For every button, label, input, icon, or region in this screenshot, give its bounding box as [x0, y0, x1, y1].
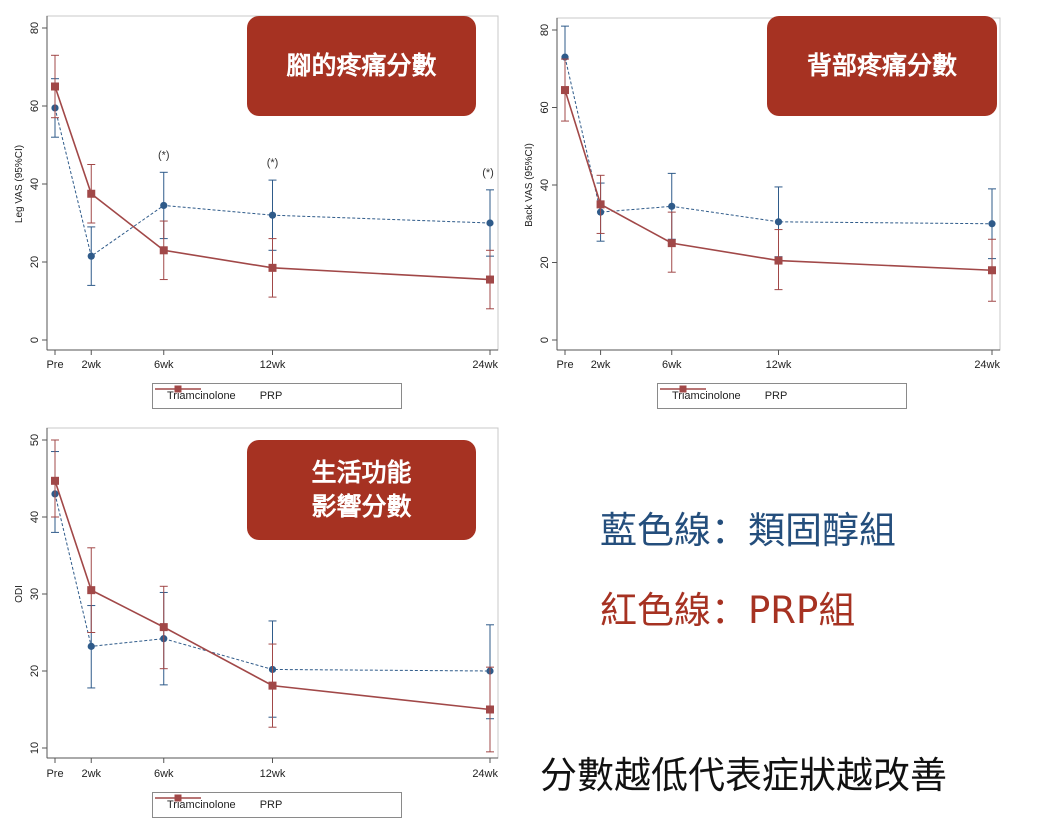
data-point-triamcinolone [774, 218, 783, 226]
legend-item-prp: PRP [155, 385, 283, 402]
chart-panel-back-vas: 0 20 40 60 80 Back VAS (95%CI) Pre 2wk 6wk 12wk 24… [505, 0, 1005, 420]
legend-label-prp: PRP [259, 390, 283, 402]
x-tick-label: Pre [556, 359, 573, 371]
y-tick-label: 10 [29, 742, 41, 754]
y-tick-label: 20 [29, 256, 41, 268]
legend-label-prp: PRP [764, 390, 788, 402]
data-point-prp [87, 189, 96, 198]
x-tick-label: 2wk [591, 359, 611, 371]
chart-badge-odi: 生活功能 影響分數 [247, 440, 476, 540]
legend: Triamcinolone PRP [152, 383, 402, 409]
x-tick-label: 12wk [260, 768, 286, 780]
y-tick-label: 20 [539, 256, 551, 268]
y-tick-label: 0 [29, 337, 41, 343]
legend-swatch-prp [155, 794, 201, 802]
legend-label-triamcinolone: Triamcinolone [672, 390, 741, 402]
legend-label-triamcinolone: Triamcinolone [167, 799, 236, 811]
y-axis-label: Leg VAS (95%CI) [14, 145, 25, 223]
data-point-prp [159, 246, 168, 255]
y-tick-label: 40 [29, 178, 41, 190]
note-red-line: 紅色線：PRP組 [600, 589, 856, 632]
y-tick-label: 20 [29, 665, 41, 677]
data-point-prp [87, 586, 96, 595]
y-tick-label: 60 [29, 100, 41, 112]
x-tick-label: 12wk [260, 359, 286, 371]
legend: Triamcinolone PRP [657, 383, 907, 409]
y-tick-label: 80 [29, 22, 41, 34]
legend-label-triamcinolone: Triamcinolone [167, 390, 236, 402]
legend-label-prp: PRP [259, 799, 283, 811]
data-point-triamcinolone [988, 220, 996, 228]
x-tick-label: 24wk [472, 359, 498, 371]
y-axis-label: Back VAS (95%CI) [524, 143, 535, 227]
y-tick-label: 0 [539, 337, 551, 343]
y-tick-label: 40 [539, 179, 551, 191]
data-point-prp [486, 275, 494, 284]
legend-item-prp: PRP [660, 385, 788, 402]
badge-line: 生活功能 [311, 458, 412, 488]
y-tick-label: 50 [29, 434, 41, 446]
legend: Triamcinolone PRP [152, 792, 402, 818]
x-tick-label: Pre [46, 768, 63, 780]
data-point-prp [988, 266, 996, 275]
data-point-prp [268, 681, 277, 690]
significance-annotation: (*) [158, 149, 170, 161]
data-point-triamcinolone [87, 642, 95, 650]
series-line-triamcinolone [54, 493, 491, 672]
x-tick-label: 24wk [472, 768, 498, 780]
y-tick-label: 40 [29, 511, 41, 523]
data-point-triamcinolone [268, 211, 277, 219]
chart-badge-leg: 腳的疼痛分數 [247, 16, 476, 116]
data-point-prp [561, 86, 569, 95]
data-point-prp [596, 200, 605, 209]
data-point-triamcinolone [486, 219, 494, 227]
y-tick-label: 60 [539, 101, 551, 113]
x-tick-label: 24wk [974, 359, 1000, 371]
chart-panel-leg-vas: 0 20 40 60 80 Leg VAS (95%CI) Pre 2wk 6wk 12wk 24w… [0, 0, 505, 420]
legend-item-prp: PRP [155, 794, 283, 811]
significance-annotation: (*) [482, 167, 494, 179]
legend-swatch-prp [155, 385, 201, 393]
x-tick-label: 2wk [81, 359, 101, 371]
data-point-prp [667, 239, 676, 248]
badge-line: 背部疼痛分數 [806, 51, 957, 81]
data-point-prp [486, 705, 494, 714]
data-point-triamcinolone [668, 202, 676, 210]
y-tick-label: 80 [539, 24, 551, 36]
badge-line: 影響分數 [311, 492, 412, 521]
data-point-prp [159, 623, 168, 632]
significance-annotation: (*) [267, 157, 279, 169]
y-axis-label: ODI [14, 585, 25, 603]
data-point-prp [268, 263, 277, 272]
x-tick-label: Pre [46, 359, 63, 371]
y-tick-label: 30 [29, 588, 41, 600]
legend-swatch-prp [660, 385, 706, 393]
badge-line: 腳的疼痛分數 [286, 51, 437, 81]
x-tick-label: 6wk [154, 768, 174, 780]
x-tick-label: 2wk [81, 768, 101, 780]
chart-panel-odi: 10 20 30 40 50 ODI Pre 2wk 6wk 12wk 24wk 生活功能 影響分數… [0, 425, 510, 835]
note-summary: 分數越低代表症狀越改善 [540, 754, 947, 797]
note-blue-line: 藍色線：類固醇組 [600, 509, 896, 552]
data-point-triamcinolone [160, 201, 168, 210]
data-point-prp [51, 82, 59, 91]
data-point-prp [51, 476, 59, 485]
chart-badge-back: 背部疼痛分數 [767, 16, 997, 116]
x-tick-label: 6wk [662, 359, 682, 371]
x-tick-label: 6wk [154, 359, 174, 371]
x-tick-label: 12wk [766, 359, 792, 371]
data-point-triamcinolone [87, 252, 95, 260]
data-point-prp [774, 256, 783, 265]
